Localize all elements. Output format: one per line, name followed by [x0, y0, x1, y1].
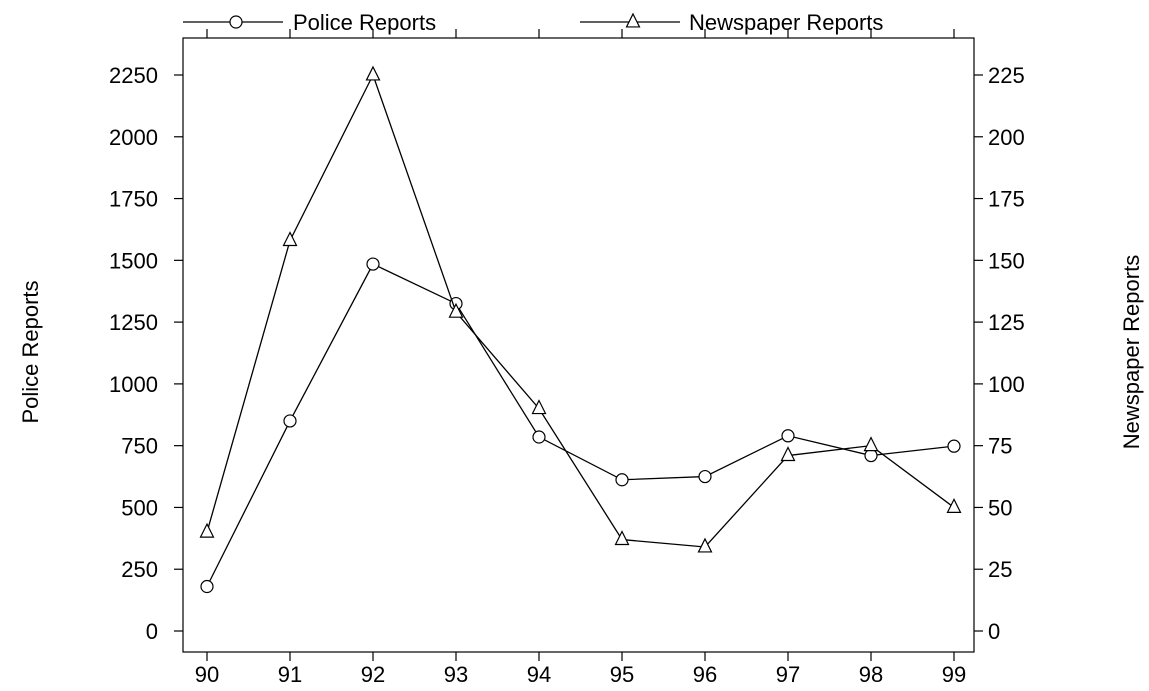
x-tick-label: 93: [444, 662, 468, 687]
y-right-tick-label: 150: [988, 248, 1025, 273]
y-right-tick-label: 75: [988, 434, 1012, 459]
legend: Police Reports Newspaper Reports: [183, 10, 883, 35]
newspaper-reports-point: [614, 530, 630, 546]
legend-label: Police Reports: [293, 10, 436, 35]
police-reports-point: [947, 439, 961, 453]
y-right-tick-label: 50: [988, 495, 1012, 520]
y-right-tick-label: 225: [988, 63, 1025, 88]
newspaper-reports-point: [282, 231, 298, 247]
y-left-tick-label: 250: [121, 557, 158, 582]
police-reports-point: [864, 448, 878, 463]
newspaper-reports-point: [448, 302, 464, 318]
x-tick-label: 98: [859, 662, 883, 687]
police-reports-point: [532, 430, 546, 444]
newspaper-reports-point: [863, 436, 879, 452]
y-right-tick-label: 125: [988, 310, 1025, 335]
x-tick-label: 91: [278, 662, 302, 687]
newspaper-reports-line: [206, 73, 955, 548]
newspaper-reports-point: [199, 522, 215, 538]
series-police-reports: [200, 257, 961, 594]
y-left-tick-label: 500: [121, 495, 158, 520]
y-axis-left-title: Police Reports: [18, 280, 43, 423]
legend-label: Newspaper Reports: [689, 10, 883, 35]
x-tick-label: 90: [195, 662, 219, 687]
x-tick-label: 94: [527, 662, 551, 687]
police-reports-point: [366, 257, 380, 271]
newspaper-reports-point: [697, 537, 713, 553]
police-reports-point: [283, 414, 297, 428]
y-right-tick-label: 200: [988, 125, 1025, 150]
y-left-tick-label: 1500: [109, 248, 158, 273]
y-left-tick-label: 1000: [109, 372, 158, 397]
legend-marker: [625, 12, 641, 28]
y-left-tick-label: 1750: [109, 187, 158, 212]
series: [199, 65, 962, 594]
police-reports-point: [200, 579, 214, 594]
y-left-tick-label: 0: [146, 619, 158, 644]
police-reports-point: [781, 429, 795, 443]
newspaper-reports-point: [946, 498, 962, 513]
series-newspaper-reports: [199, 65, 962, 553]
legend-item-newspaper-reports: Newspaper Reports: [580, 10, 883, 35]
x-tick-label: 97: [776, 662, 800, 687]
y-left-tick-label: 2250: [109, 63, 158, 88]
y-right-tick-label: 175: [988, 187, 1025, 212]
police-reports-point: [615, 473, 629, 487]
y-axis-right-title: Newspaper Reports: [1119, 255, 1144, 449]
newspaper-reports-point: [780, 446, 796, 462]
newspaper-reports-point: [531, 399, 547, 415]
y-left-tick-label: 750: [121, 434, 158, 459]
x-tick-label: 96: [693, 662, 717, 687]
y-right-tick-label: 0: [988, 619, 1000, 644]
y-right-tick-label: 25: [988, 557, 1012, 582]
y-left-tick-label: 1250: [109, 310, 158, 335]
y-right-tick-label: 100: [988, 372, 1025, 397]
plot-frame: [182, 37, 975, 653]
newspaper-reports-point: [365, 65, 381, 81]
x-tick-label: 95: [610, 662, 634, 687]
axes: 90 91 92 93 94 95 96 97 98 9902505007501000125015…: [109, 29, 1025, 687]
x-tick-label: 92: [361, 662, 385, 687]
police-reports-point: [698, 469, 712, 484]
police-reports-line: [206, 263, 955, 587]
legend-marker: [229, 15, 243, 29]
legend-item-police-reports: Police Reports: [183, 10, 436, 35]
y-left-tick-label: 2000: [109, 125, 158, 150]
x-tick-label: 99: [942, 662, 966, 687]
